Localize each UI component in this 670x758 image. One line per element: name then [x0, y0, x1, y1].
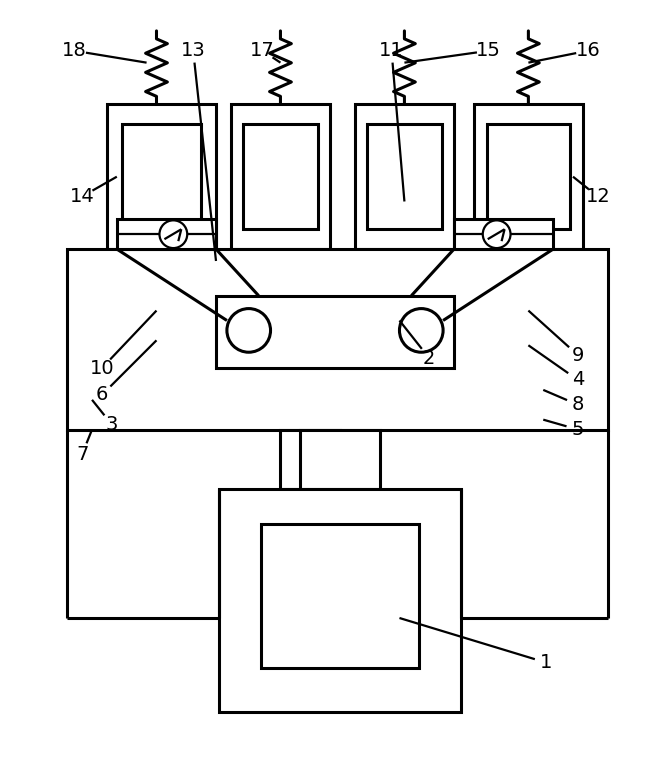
Bar [474, 105, 583, 249]
Text: 11: 11 [379, 41, 404, 60]
Bar [281, 430, 340, 489]
Bar [216, 296, 454, 368]
Text: 1: 1 [540, 653, 553, 672]
Bar [231, 105, 330, 249]
Text: 15: 15 [476, 41, 501, 60]
Bar [67, 249, 608, 430]
Text: 2: 2 [423, 349, 436, 368]
Bar [300, 430, 380, 489]
Bar [107, 105, 216, 249]
Bar [366, 124, 442, 229]
Text: 5: 5 [572, 420, 584, 439]
Bar [355, 105, 454, 249]
Text: 16: 16 [576, 41, 600, 60]
Bar [261, 524, 419, 668]
Bar [117, 219, 216, 249]
Text: 10: 10 [90, 359, 115, 377]
Bar [454, 219, 553, 249]
Text: 17: 17 [250, 41, 275, 60]
Text: 8: 8 [572, 395, 584, 415]
Text: 18: 18 [62, 41, 86, 60]
Text: 12: 12 [586, 187, 610, 206]
Text: 14: 14 [70, 187, 94, 206]
Text: 6: 6 [96, 385, 108, 404]
Bar [122, 124, 201, 229]
Bar [243, 124, 318, 229]
Bar [486, 124, 570, 229]
Text: 4: 4 [572, 371, 584, 390]
Text: 7: 7 [76, 445, 88, 464]
Text: 9: 9 [572, 346, 584, 365]
Bar [219, 489, 461, 713]
Text: 13: 13 [181, 41, 206, 60]
Text: 3: 3 [106, 415, 118, 434]
